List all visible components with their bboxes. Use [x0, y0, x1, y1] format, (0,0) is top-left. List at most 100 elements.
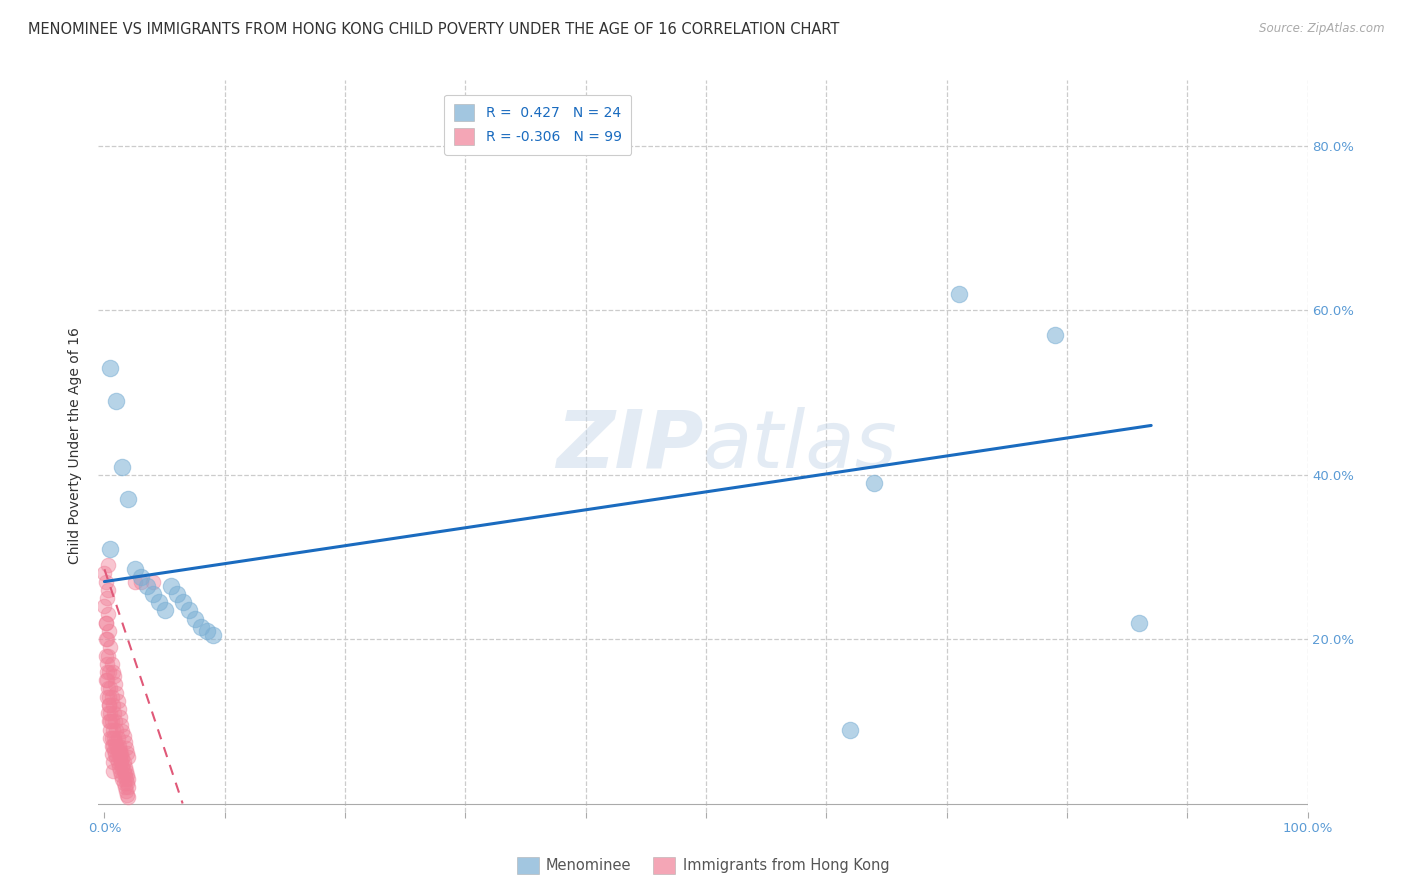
Point	[104, 714, 127, 729]
Point	[117, 776, 139, 790]
Point	[103, 743, 125, 757]
Point	[111, 772, 134, 786]
Point	[129, 574, 152, 589]
Point	[96, 665, 118, 679]
Point	[100, 731, 122, 745]
Point	[97, 582, 120, 597]
Point	[100, 360, 122, 375]
Point	[108, 751, 131, 765]
Point	[112, 776, 135, 790]
Point	[94, 648, 117, 663]
Point	[153, 603, 176, 617]
Point	[97, 706, 120, 720]
Point	[117, 746, 139, 760]
Point	[115, 784, 138, 798]
Point	[111, 724, 134, 739]
Point	[100, 714, 122, 729]
Point	[101, 756, 124, 770]
Point	[101, 665, 124, 679]
Point	[110, 747, 132, 762]
Point	[129, 570, 152, 584]
Point	[100, 706, 122, 720]
Point	[105, 751, 128, 765]
Point	[863, 475, 886, 490]
Point	[101, 698, 124, 712]
Point	[108, 764, 131, 778]
Point	[107, 694, 129, 708]
Point	[97, 558, 120, 573]
Point	[108, 759, 131, 773]
Legend: Menominee, Immigrants from Hong Kong: Menominee, Immigrants from Hong Kong	[510, 851, 896, 880]
Point	[94, 673, 117, 688]
Point	[94, 615, 117, 630]
Point	[100, 747, 122, 762]
Point	[108, 739, 131, 753]
Point	[195, 624, 218, 638]
Point	[117, 789, 139, 803]
Point	[111, 759, 134, 773]
Point	[94, 615, 117, 630]
Point	[839, 723, 862, 737]
Point	[96, 657, 118, 671]
Point	[111, 751, 134, 765]
Point	[98, 665, 121, 679]
Point	[101, 739, 124, 753]
Point	[100, 657, 122, 671]
Point	[104, 747, 127, 762]
Point	[114, 759, 136, 773]
Point	[108, 747, 131, 762]
Point	[112, 764, 135, 778]
Point	[98, 714, 121, 729]
Point	[117, 492, 139, 507]
Point	[105, 739, 128, 753]
Point	[183, 611, 205, 625]
Point	[117, 780, 139, 794]
Point	[1043, 328, 1066, 343]
Point	[96, 673, 118, 688]
Point	[107, 743, 129, 757]
Point	[96, 690, 118, 704]
Point	[110, 718, 132, 732]
Point	[100, 681, 122, 696]
Point	[94, 632, 117, 647]
Point	[108, 710, 131, 724]
Point	[115, 764, 138, 778]
Point	[124, 574, 146, 589]
Point	[93, 566, 115, 581]
Point	[124, 562, 146, 576]
Legend: R =  0.427   N = 24, R = -0.306   N = 99: R = 0.427 N = 24, R = -0.306 N = 99	[444, 95, 631, 155]
Point	[114, 735, 136, 749]
Point	[103, 669, 125, 683]
Point	[100, 714, 122, 729]
Text: atlas: atlas	[703, 407, 898, 485]
Point	[142, 587, 165, 601]
Point	[117, 772, 139, 786]
Point	[100, 731, 122, 745]
Point	[110, 756, 132, 770]
Point	[172, 595, 194, 609]
Point	[148, 595, 170, 609]
Point	[135, 579, 157, 593]
Point	[98, 624, 121, 638]
Point	[115, 772, 138, 786]
Point	[103, 731, 125, 745]
Point	[190, 620, 212, 634]
Text: ZIP: ZIP	[555, 407, 703, 485]
Point	[105, 723, 128, 737]
Point	[96, 591, 118, 605]
Point	[114, 768, 136, 782]
Point	[117, 750, 139, 764]
Point	[98, 698, 121, 712]
Point	[159, 579, 181, 593]
Point	[105, 685, 128, 699]
Point	[100, 541, 122, 556]
Point	[112, 756, 135, 770]
Point	[93, 599, 115, 614]
Point	[100, 690, 122, 704]
Point	[114, 780, 136, 794]
Point	[97, 607, 120, 622]
Text: Source: ZipAtlas.com: Source: ZipAtlas.com	[1260, 22, 1385, 36]
Point	[112, 729, 135, 743]
Point	[101, 764, 124, 778]
Point	[105, 393, 128, 408]
